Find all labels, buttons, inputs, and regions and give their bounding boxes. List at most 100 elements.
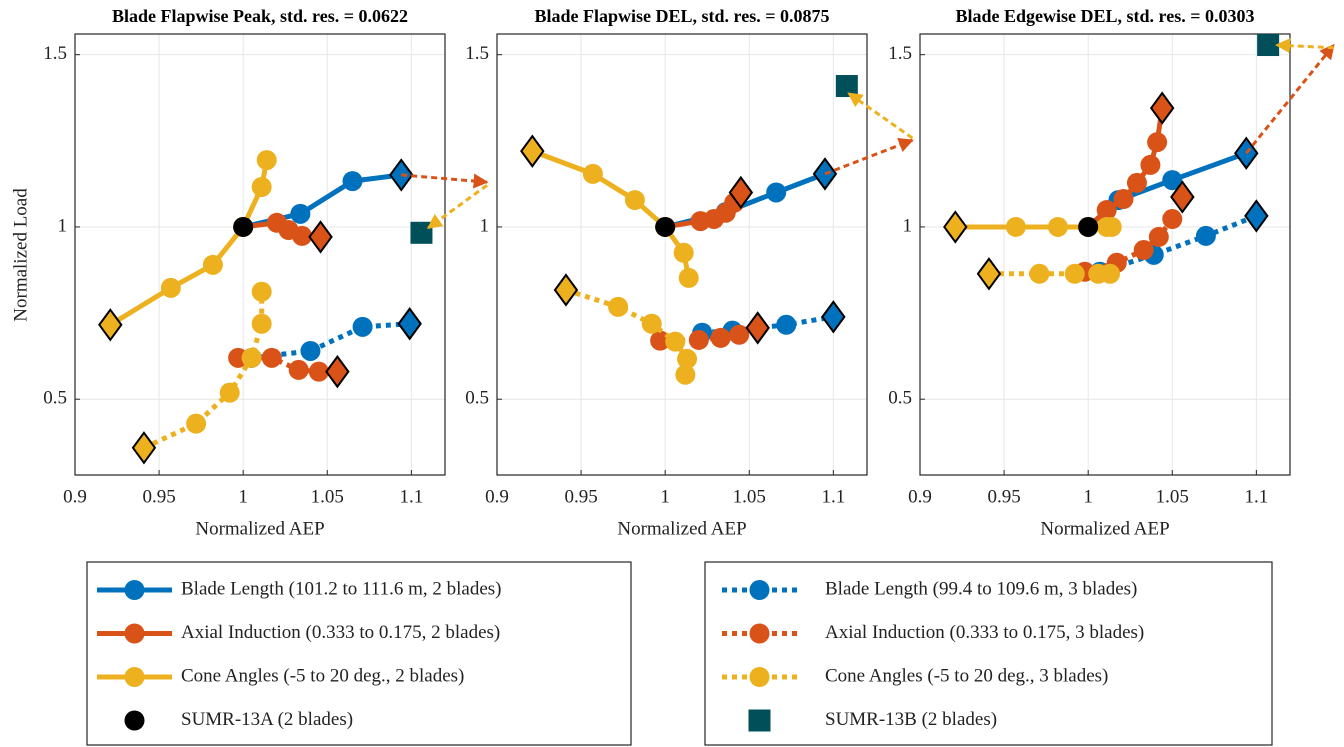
arrow <box>426 184 488 230</box>
circle-marker <box>710 327 731 348</box>
circle-marker <box>675 364 696 385</box>
legend-label: Cone Angles (-5 to 20 deg., 3 blades) <box>825 665 1108 686</box>
circle-marker <box>1140 154 1161 175</box>
series-line <box>251 321 410 361</box>
circle-marker <box>251 176 272 197</box>
circle-marker <box>655 216 676 237</box>
circle-marker <box>1162 209 1183 230</box>
x-tick-label: 1.05 <box>1156 486 1189 507</box>
square-marker <box>835 75 858 98</box>
legend-marker <box>749 667 770 687</box>
circle-marker <box>665 331 686 352</box>
circle-marker <box>624 190 645 211</box>
legend-label: Axial Induction (0.333 to 0.175, 2 blade… <box>181 622 500 643</box>
x-tick-label: 1.1 <box>399 486 423 507</box>
circle-marker <box>261 347 282 368</box>
circle-marker <box>352 316 373 337</box>
legend-label: Blade Length (99.4 to 109.6 m, 3 blades) <box>825 578 1137 599</box>
legend-label: SUMR-13A (2 blades) <box>181 709 353 730</box>
series <box>98 150 277 342</box>
x-axis-label: Normalized AEP <box>195 518 324 539</box>
legend-marker <box>124 580 145 600</box>
y-tick-label: 1 <box>58 215 68 236</box>
legend-label: SUMR-13B (2 blades) <box>825 709 997 730</box>
legend-marker <box>124 623 145 644</box>
y-axis-label: Normalized Load <box>10 188 31 322</box>
circle-marker <box>1078 216 1099 237</box>
axes-background <box>920 34 1290 475</box>
circle-marker <box>1113 189 1134 210</box>
diamond-marker <box>821 300 846 334</box>
x-tick-label: 0.95 <box>987 486 1020 507</box>
chart-title: Blade Edgewise DEL, std. res. = 0.0303 <box>956 6 1255 26</box>
circle-marker <box>241 347 262 368</box>
legend-label: Blade Length (101.2 to 111.6 m, 2 blades… <box>181 578 501 599</box>
circle-marker <box>342 171 363 192</box>
x-tick-label: 1 <box>1083 486 1093 507</box>
series-line <box>142 291 265 451</box>
diamond-marker <box>943 210 968 244</box>
circle-marker <box>678 267 699 288</box>
circle-marker <box>1126 172 1147 193</box>
circle-marker <box>1005 216 1026 237</box>
series <box>1257 34 1280 57</box>
diamond-marker <box>325 354 350 389</box>
circle-marker <box>1029 263 1050 284</box>
diamond-marker <box>98 308 123 342</box>
legend-label: Axial Induction (0.333 to 0.175, 3 blade… <box>825 622 1144 643</box>
series <box>233 216 254 237</box>
y-tick-label: 0.5 <box>888 388 912 409</box>
axes-box <box>496 33 868 476</box>
x-tick-label: 0.9 <box>63 486 87 507</box>
x-tick-label: 1.1 <box>821 486 845 507</box>
series <box>1074 180 1195 282</box>
legend-marker <box>124 667 145 687</box>
legend-marker <box>749 580 770 600</box>
x-tick-label: 0.9 <box>485 486 509 507</box>
series-line <box>1099 213 1258 275</box>
circle-marker <box>608 296 629 317</box>
x-tick-label: 1.05 <box>311 486 344 507</box>
circle-marker <box>251 281 272 302</box>
circle-marker <box>160 277 181 298</box>
axes-box <box>74 33 446 476</box>
circle-marker <box>1100 263 1121 284</box>
x-tick-label: 0.95 <box>564 486 597 507</box>
series <box>655 175 754 237</box>
diamond-marker <box>397 307 422 341</box>
axes-background <box>75 34 445 475</box>
circle-marker <box>688 329 709 350</box>
circle-marker <box>1148 226 1169 247</box>
x-tick-label: 0.95 <box>142 486 175 507</box>
arrow <box>1245 43 1335 155</box>
circle-marker <box>288 359 309 380</box>
series <box>131 281 272 465</box>
x-tick-label: 1 <box>238 486 248 507</box>
circle-marker <box>292 225 313 246</box>
circle-marker <box>729 324 750 345</box>
y-tick-label: 0.5 <box>43 388 67 409</box>
circle-marker <box>582 163 603 184</box>
x-tick-label: 0.9 <box>908 486 932 507</box>
axes-box <box>919 33 1291 476</box>
square-marker <box>1257 34 1280 57</box>
arrow <box>401 173 489 189</box>
x-tick-label: 1 <box>660 486 670 507</box>
circle-marker <box>1162 170 1183 191</box>
x-tick-label: 1.1 <box>1244 486 1268 507</box>
circle-marker <box>641 313 662 334</box>
legend-marker <box>749 623 770 644</box>
series-line <box>1084 195 1185 275</box>
series <box>655 216 676 237</box>
circle-marker <box>219 382 240 403</box>
legend-box <box>704 561 1273 746</box>
circle-marker <box>1064 263 1085 284</box>
series <box>976 257 1121 291</box>
diamond-marker <box>728 175 754 210</box>
circle-marker <box>1047 216 1068 237</box>
diamond-marker <box>308 220 333 254</box>
legend-box <box>86 561 632 746</box>
circle-marker <box>766 182 787 203</box>
x-tick-label: 1.05 <box>733 486 766 507</box>
